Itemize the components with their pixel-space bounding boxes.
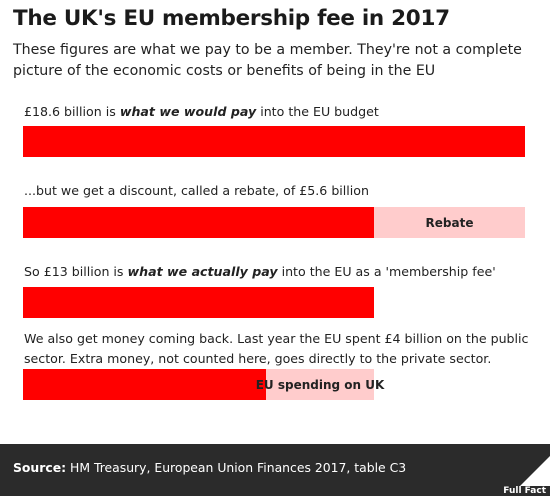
source-note: Source: HM Treasury, European Union Fina…: [13, 460, 407, 475]
chart-subtitle: These figures are what we pay to be a me…: [13, 42, 522, 79]
bar-label-eu-spending: We also get money coming back. Last year…: [24, 331, 529, 366]
bar-label-net: So £13 billion is what we actually pay i…: [24, 264, 496, 279]
bar-segment-label: Rebate: [425, 215, 474, 230]
bar-segment-eu-spending-on-uk: EU spending on UK: [256, 369, 384, 400]
bar-segment-main: [23, 287, 374, 318]
footer: Source: HM Treasury, European Union Fina…: [0, 444, 550, 496]
bar-label-gross: £18.6 billion is what we would pay into …: [24, 104, 379, 119]
bar-segment-main: [23, 207, 374, 238]
full-fact-logo-icon: [520, 456, 550, 486]
bar-segment-main: [23, 369, 266, 400]
chart-title: The UK's EU membership fee in 2017: [13, 6, 450, 31]
bar-segment-label: EU spending on UK: [255, 377, 385, 392]
bar-segment-rebate: Rebate: [374, 207, 525, 238]
bar-label-rebate: ...but we get a discount, called a rebat…: [24, 183, 369, 198]
bar-segment-main: [23, 126, 525, 157]
logo-text: Full Fact: [503, 486, 546, 496]
